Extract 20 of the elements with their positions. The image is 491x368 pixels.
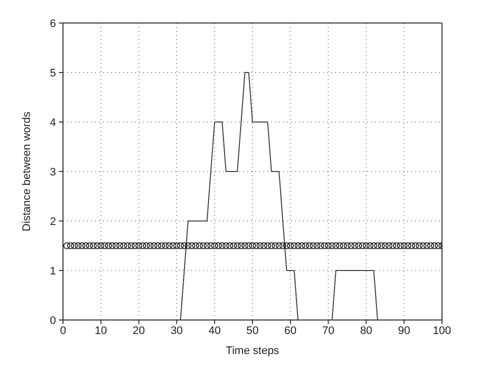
x-tick-label: 60 bbox=[284, 324, 297, 337]
y-tick-label: 3 bbox=[50, 166, 56, 178]
y-tick-label: 1 bbox=[50, 265, 56, 278]
x-axis-title: Time steps bbox=[226, 345, 280, 357]
x-tick-label: 20 bbox=[132, 324, 145, 337]
x-tick-label: 10 bbox=[94, 324, 108, 337]
x-tick-label: 0 bbox=[60, 324, 66, 337]
y-tick-label: 0 bbox=[50, 314, 56, 327]
y-tick-label: 4 bbox=[50, 116, 56, 129]
x-tick-label: 80 bbox=[360, 324, 372, 337]
y-axis-title: Distance between words bbox=[20, 111, 33, 232]
x-tick-label: 90 bbox=[398, 324, 410, 337]
x-tick-label: 100 bbox=[432, 324, 452, 337]
y-tick-label: 2 bbox=[50, 216, 56, 228]
x-tick-label: 40 bbox=[208, 324, 221, 337]
x-tick-label: 50 bbox=[246, 324, 259, 337]
y-tick-label: 6 bbox=[50, 18, 56, 30]
y-tick-label: 5 bbox=[50, 67, 56, 80]
x-tick-label: 30 bbox=[170, 324, 183, 337]
x-tick-label: 70 bbox=[322, 324, 334, 337]
